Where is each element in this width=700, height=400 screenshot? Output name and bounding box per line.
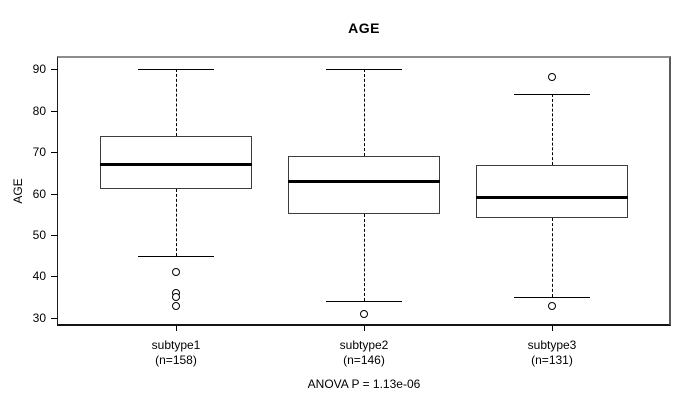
outlier-point xyxy=(360,309,368,318)
y-tick-mark xyxy=(51,110,58,112)
y-tick-mark xyxy=(51,69,58,71)
y-tick-mark xyxy=(51,317,58,319)
y-tick-label: 50 xyxy=(32,228,46,243)
category-label: subtype1 (n=158) xyxy=(82,338,270,368)
category-name: subtype1 xyxy=(151,338,201,352)
y-tick-label: 70 xyxy=(32,145,46,160)
category-name: subtype3 xyxy=(527,338,577,352)
outlier-point xyxy=(172,293,180,302)
outlier-point xyxy=(172,301,180,310)
y-tick-mark xyxy=(51,152,58,154)
upper-whisker-line xyxy=(552,94,553,165)
upper-whisker-line xyxy=(176,69,177,136)
median-line xyxy=(288,179,440,183)
box-iqr xyxy=(100,135,252,190)
x-tick-mark xyxy=(176,325,177,331)
x-tick-mark xyxy=(364,325,365,331)
y-tick-label: 80 xyxy=(32,103,46,118)
median-line xyxy=(476,196,628,200)
y-tick-mark xyxy=(51,193,58,195)
lower-whisker-cap xyxy=(138,255,214,257)
box-iqr xyxy=(288,156,440,215)
category-name: subtype2 xyxy=(339,338,389,352)
category-label: subtype3 (n=131) xyxy=(458,338,646,368)
lower-whisker-line xyxy=(552,218,553,298)
category-label: subtype2 (n=146) xyxy=(270,338,458,368)
category-count: (n=131) xyxy=(531,353,573,367)
y-tick-label: 40 xyxy=(32,269,46,284)
lower-whisker-line xyxy=(364,214,365,302)
x-tick-mark xyxy=(552,325,553,331)
upper-whisker-cap xyxy=(138,69,214,71)
y-tick-label: 60 xyxy=(32,186,46,201)
category-count: (n=146) xyxy=(343,353,385,367)
anova-annotation: ANOVA P = 1.13e-06 xyxy=(307,377,421,391)
outlier-point xyxy=(548,301,556,310)
upper-whisker-cap xyxy=(326,69,402,71)
lower-whisker-line xyxy=(176,189,177,256)
median-line xyxy=(100,163,252,167)
lower-whisker-cap xyxy=(514,297,590,299)
lower-whisker-cap xyxy=(326,301,402,303)
outlier-point xyxy=(172,268,180,277)
y-tick-label: 90 xyxy=(32,62,46,77)
outlier-point xyxy=(548,73,556,82)
y-tick-mark xyxy=(51,276,58,278)
upper-whisker-cap xyxy=(514,94,590,96)
chart-title: AGE xyxy=(348,20,380,36)
category-count: (n=158) xyxy=(155,353,197,367)
upper-whisker-line xyxy=(364,69,365,157)
box-iqr xyxy=(476,164,628,219)
y-tick-label: 30 xyxy=(32,310,46,325)
y-tick-mark xyxy=(51,235,58,237)
